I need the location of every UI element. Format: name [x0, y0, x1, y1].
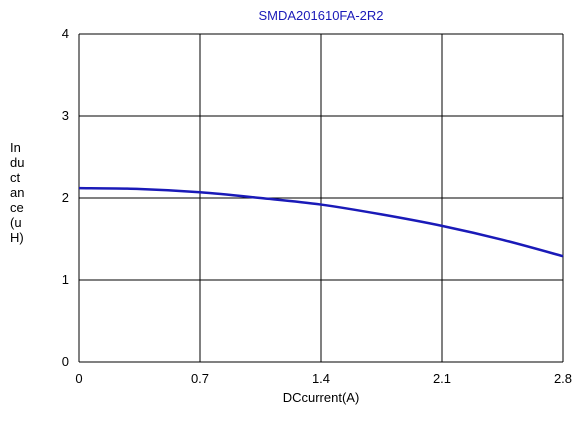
y-tick-label: 0 [62, 354, 69, 369]
x-tick-label: 2.1 [433, 371, 451, 386]
y-tick-label: 2 [62, 190, 69, 205]
y-axis-label-line: (u [10, 215, 22, 230]
y-tick-label: 4 [62, 26, 69, 41]
x-tick-label: 1.4 [312, 371, 330, 386]
inductance-series-line [78, 186, 564, 258]
chart-title: SMDA201610FA-2R2 [258, 8, 383, 23]
y-axis-label-line: an [10, 185, 25, 200]
y-tick-label: 3 [62, 108, 69, 123]
x-tick-labels: 0 0.7 1.4 2.1 2.8 [75, 371, 572, 386]
y-axis-label-line: du [10, 155, 25, 170]
x-tick-label: 0.7 [191, 371, 209, 386]
x-axis-label: DCcurrent(A) [283, 390, 360, 405]
y-tick-labels: 0 1 2 3 4 [62, 26, 69, 369]
y-axis-label: In du ct an ce (u H) [10, 140, 40, 245]
x-tick-label: 2.8 [554, 371, 572, 386]
grid [78, 33, 564, 363]
x-tick-label: 0 [75, 371, 82, 386]
y-axis-label-line: In [10, 140, 21, 155]
y-axis-label-line: ct [10, 170, 21, 185]
y-axis-label-line: ce [10, 200, 24, 215]
y-axis-label-line: H) [10, 230, 24, 245]
y-tick-label: 1 [62, 272, 69, 287]
series-group [78, 186, 564, 258]
